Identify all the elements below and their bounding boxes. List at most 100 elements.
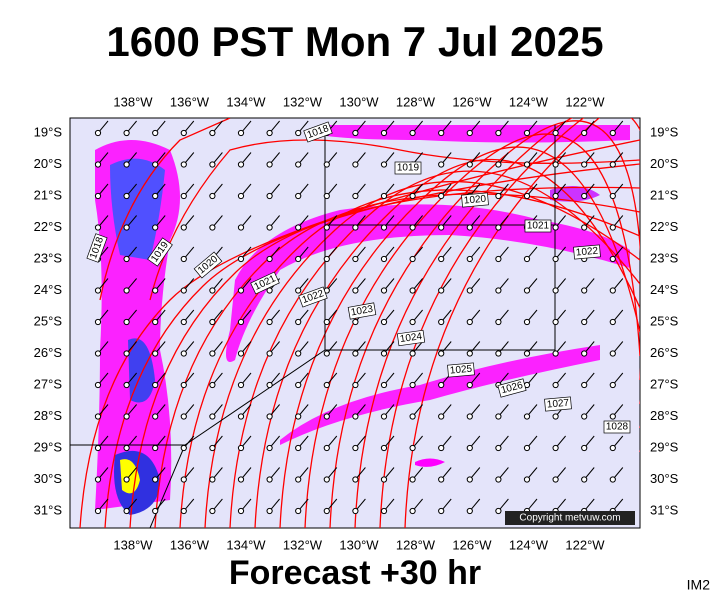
station: [323, 381, 330, 389]
station: [523, 350, 531, 357]
station: [295, 444, 302, 452]
station: [495, 476, 502, 483]
station: [266, 129, 273, 137]
station: [209, 381, 216, 389]
station: [237, 161, 245, 168]
station: [152, 413, 159, 420]
station: [352, 444, 359, 452]
lat-label: 22°S: [34, 219, 63, 234]
station: [438, 192, 445, 200]
station: [123, 350, 130, 357]
station: [438, 318, 445, 326]
station: [209, 350, 216, 357]
station: [180, 255, 187, 263]
station: [609, 255, 616, 263]
isobar-label-box: [147, 237, 173, 267]
station: [295, 413, 302, 420]
station: [237, 192, 245, 200]
station: [409, 507, 416, 515]
station: [323, 444, 330, 452]
station: [352, 255, 359, 263]
isobar-label-text: 1019: [397, 163, 420, 174]
station: [466, 350, 473, 357]
isobar: [404, 118, 640, 528]
station: [209, 129, 216, 137]
station: [380, 507, 388, 515]
lat-label: 25°S: [650, 313, 679, 328]
isobar-label-box: [544, 396, 572, 412]
isobar-label: 1021: [524, 219, 552, 233]
station: [266, 350, 273, 357]
station: [180, 161, 187, 168]
isobar-label-box: [447, 362, 475, 378]
station: [609, 161, 616, 168]
isobar-label: 1028: [603, 420, 631, 434]
station: [438, 224, 445, 231]
lon-label: 122°W: [565, 94, 605, 109]
isobar-label: 1027: [544, 396, 572, 412]
station: [581, 224, 588, 231]
station: [581, 350, 588, 357]
station: [266, 255, 273, 263]
lon-label: 138°W: [113, 94, 153, 109]
isobar-label-box: [303, 121, 333, 143]
station: [581, 287, 588, 294]
station: [380, 444, 388, 452]
lat-label: 31°S: [34, 502, 63, 517]
station: [237, 507, 245, 515]
isobar-label-box: [86, 233, 108, 263]
station: [380, 129, 388, 137]
station: [323, 507, 330, 515]
lat-label: 29°S: [34, 439, 63, 454]
station: [552, 161, 559, 168]
station: [581, 381, 588, 389]
station: [352, 381, 359, 389]
lon-label: 124°W: [509, 537, 549, 552]
station: [609, 444, 616, 452]
station: [180, 350, 187, 357]
station: [409, 192, 416, 200]
station: [466, 318, 473, 326]
lon-label: 132°W: [283, 94, 323, 109]
station: [438, 507, 445, 515]
station: [209, 161, 216, 168]
station: [466, 507, 473, 515]
station: [409, 287, 416, 294]
station: [552, 350, 559, 357]
station: [466, 161, 473, 168]
station: [94, 413, 102, 420]
station: [237, 287, 245, 294]
isobar: [104, 163, 640, 528]
station: [352, 507, 359, 515]
station: [266, 507, 273, 515]
station: [209, 318, 216, 326]
station: [266, 287, 273, 294]
station: [123, 381, 130, 389]
isobar-label: 1024: [396, 329, 426, 347]
station: [552, 476, 559, 483]
station: [266, 381, 273, 389]
station: [609, 476, 616, 483]
station: [352, 413, 359, 420]
lat-label: 28°S: [650, 408, 679, 423]
isobar: [229, 170, 640, 528]
station: [323, 161, 330, 168]
isobar-label-box: [394, 161, 422, 175]
station: [209, 507, 216, 515]
station: [237, 350, 245, 357]
station: [380, 224, 388, 231]
station: [438, 350, 445, 357]
station: [237, 224, 245, 231]
station: [180, 129, 187, 137]
isobar-label-text: 1024: [399, 331, 423, 345]
station: [295, 161, 302, 168]
station: [380, 161, 388, 168]
lat-label: 22°S: [650, 219, 679, 234]
station: [409, 318, 416, 326]
station: [495, 444, 502, 452]
station: [180, 318, 187, 326]
station: [523, 161, 531, 168]
station: [495, 318, 502, 326]
station: [466, 255, 473, 263]
station: [495, 224, 502, 231]
